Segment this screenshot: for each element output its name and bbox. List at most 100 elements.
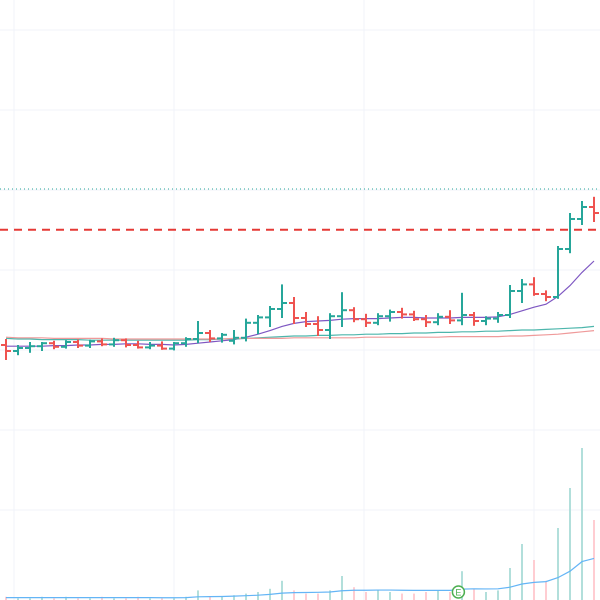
volume-bar [197, 590, 199, 600]
volume-bar [341, 576, 343, 600]
ohlc-bar [409, 310, 419, 321]
volume-bar [185, 596, 187, 600]
ohlc-bar [517, 279, 527, 303]
volume-bar [473, 588, 475, 600]
ohlc-bar [313, 316, 323, 336]
volume-bar [353, 587, 355, 600]
ohlc-bar [541, 290, 551, 302]
ohlc-bar [337, 292, 347, 327]
volume-bar [581, 448, 583, 600]
volume-bar [29, 598, 31, 600]
ohlc-bar [229, 330, 239, 345]
volume-bar [281, 580, 283, 600]
ohlc-bar [97, 338, 107, 347]
volume-bar [509, 568, 511, 600]
ohlc-bar [121, 338, 131, 348]
ohlc-bar [25, 342, 35, 353]
volume-bar [101, 596, 103, 600]
ohlc-bar [289, 297, 299, 324]
ohlc-bar [13, 345, 23, 356]
volume-bar [569, 488, 571, 600]
event-marker [451, 585, 466, 599]
volume-bar [257, 592, 259, 600]
ohlc-bar [217, 333, 227, 343]
ohlc-bar [529, 277, 539, 296]
ohlc-bar [565, 213, 575, 254]
ohlc-bar [457, 292, 467, 326]
volume-bar [593, 520, 595, 600]
volume-bar [545, 580, 547, 600]
volume-bar [137, 596, 139, 600]
volume-bar [41, 596, 43, 600]
ohlc-bar [325, 313, 335, 339]
volume-bar [461, 571, 463, 600]
volume-bar [149, 598, 151, 600]
volume-bar [521, 544, 523, 600]
event-label: E [455, 587, 461, 597]
ohlc-bar [301, 312, 311, 327]
ohlc-bar [421, 315, 431, 327]
volume-bar [425, 592, 427, 600]
ohlc-bar [193, 321, 203, 344]
volume-bar [305, 593, 307, 600]
ohlc-bar [433, 313, 443, 326]
volume-bar [449, 592, 451, 600]
volume-ma-line [6, 557, 595, 599]
ohlc-bar [181, 337, 191, 347]
ohlc-bar [265, 306, 275, 327]
ohlc-bar [85, 339, 95, 348]
volume-bar [245, 593, 247, 600]
volume-bar [317, 593, 319, 600]
volume-bar [113, 598, 115, 600]
volume-bar [329, 590, 331, 600]
ohlc-bar [157, 341, 167, 350]
volume-bar [161, 598, 163, 600]
volume-bar [17, 598, 19, 600]
moving-average-line [6, 260, 595, 347]
volume-bar [209, 596, 211, 600]
ohlc-bar [253, 315, 263, 335]
volume-bar [65, 596, 67, 600]
volume-bar [377, 590, 379, 600]
volume-bar [497, 590, 499, 600]
ohlc-bar [277, 284, 287, 318]
ohlc-bar [505, 285, 515, 318]
ohlc-bar [481, 316, 491, 326]
volume-bar [437, 590, 439, 600]
ohlc-bar [37, 342, 47, 351]
ohlc-bar [349, 307, 359, 323]
volume-bar [221, 596, 223, 600]
ohlc-bar [61, 340, 71, 349]
volume-bar [557, 528, 559, 600]
ohlc-bar [109, 337, 119, 347]
ohlc-bar [553, 246, 563, 299]
ohlc-bar [169, 342, 179, 351]
ohlc-bar [493, 312, 503, 323]
ohlc-bar [1, 339, 11, 360]
volume-bar [389, 592, 391, 600]
ohlc-bar [361, 313, 371, 327]
ohlc-bar [397, 307, 407, 319]
ohlc-bar [133, 340, 143, 349]
ohlc-bar [385, 309, 395, 322]
volume-bar [485, 592, 487, 600]
volume-bar [293, 590, 295, 600]
volume-bar [125, 598, 127, 600]
ohlc-bar [469, 312, 479, 326]
volume-bar [53, 598, 55, 600]
volume-bar [173, 598, 175, 600]
volume-bar [5, 596, 7, 600]
volume-bar [365, 592, 367, 600]
ohlc-bar [205, 330, 215, 342]
volume-bar [533, 560, 535, 600]
volume-bar [233, 595, 235, 600]
volume-bar [401, 593, 403, 600]
ohlc-bar [589, 196, 599, 222]
ohlc-bar [445, 310, 455, 324]
volume-bar [89, 598, 91, 600]
volume-bar [413, 593, 415, 600]
volume-bar [77, 598, 79, 600]
moving-average-line [5, 325, 595, 341]
ohlc-bar [241, 318, 251, 342]
